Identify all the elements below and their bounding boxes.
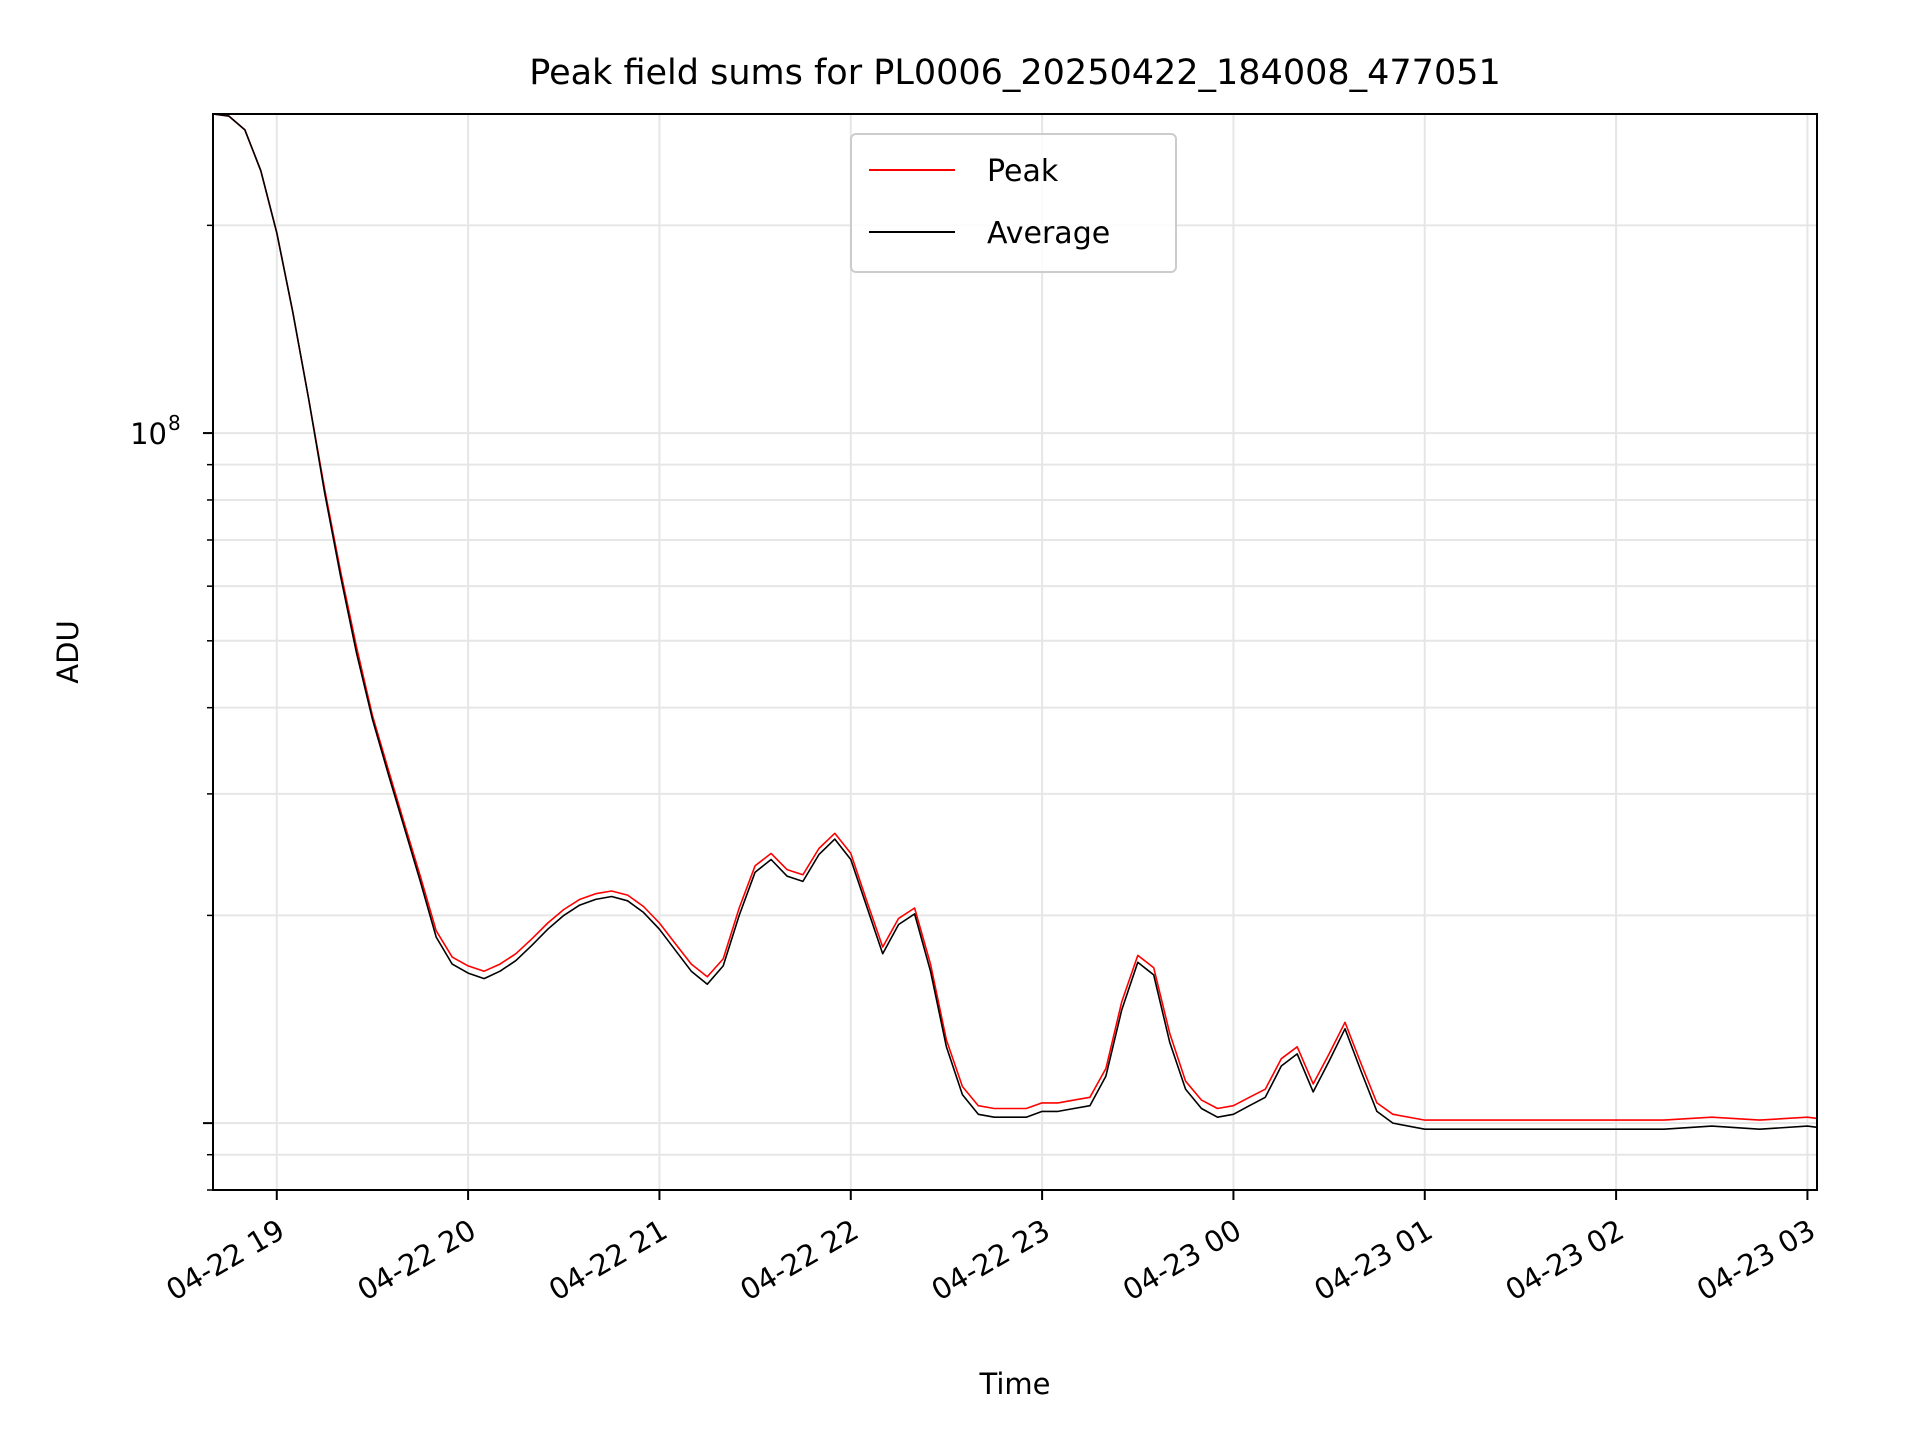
y-tick-label-exponent: 8 [168, 411, 181, 435]
series-layer [213, 114, 1817, 1130]
y-axis-label: ADU [51, 620, 85, 683]
legend-box [850, 133, 1177, 273]
series-line-average [213, 114, 1817, 1130]
y-tick-label-base: 10 [130, 417, 167, 451]
legend-peak-label: Peak [987, 154, 1059, 189]
plot-area-frame [212, 113, 1818, 1191]
legend: Peak Average [850, 133, 1177, 273]
y-axis: 10 8 [130, 224, 213, 1191]
chart-title: Peak field sums for PL0006_20250422_1840… [529, 53, 1501, 93]
series-line-peak [213, 114, 1817, 1121]
legend-average-label: Average [987, 216, 1110, 251]
x-axis-label: Time [979, 1367, 1051, 1401]
